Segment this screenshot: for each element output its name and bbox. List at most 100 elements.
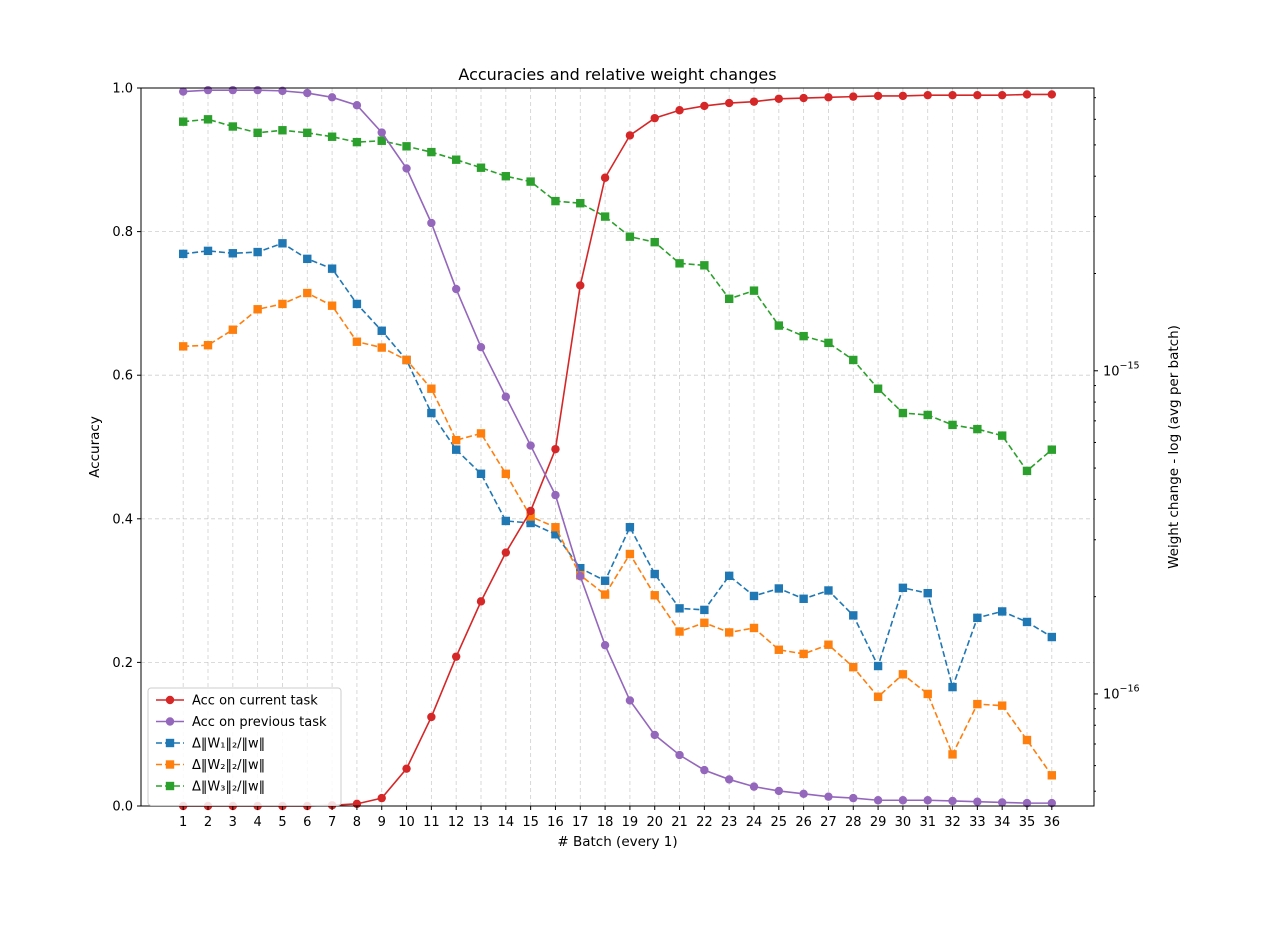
x-tick-label: 17 <box>572 815 589 830</box>
data-point <box>278 86 287 96</box>
x-tick-label: 28 <box>845 815 862 830</box>
data-point <box>1047 632 1057 642</box>
y-tick-label: 0.6 <box>112 369 133 384</box>
legend-item: Δ‖W₂‖₂/‖w‖ <box>156 758 265 773</box>
data-point <box>997 701 1007 710</box>
data-point <box>551 196 560 206</box>
data-point <box>997 90 1007 100</box>
data-point <box>427 384 436 393</box>
data-point <box>973 424 982 434</box>
data-point <box>178 117 188 126</box>
data-point <box>675 259 684 268</box>
x-tick-label: 31 <box>919 815 936 830</box>
data-point <box>923 90 932 100</box>
data-point <box>427 408 436 418</box>
x-tick-label: 14 <box>498 815 515 830</box>
data-point <box>724 294 734 304</box>
data-point <box>1022 735 1032 745</box>
data-point <box>625 549 635 559</box>
legend-label: Acc on previous task <box>192 715 327 730</box>
data-point <box>774 645 784 654</box>
y-axis-label-right: Weight change - log (avg per batch) <box>1166 325 1182 569</box>
data-point <box>873 384 883 393</box>
data-point <box>476 597 486 606</box>
data-point <box>377 128 386 137</box>
data-point <box>476 163 486 172</box>
data-point <box>650 113 659 123</box>
data-point <box>948 420 957 430</box>
data-point <box>352 337 362 346</box>
data-point <box>625 523 635 532</box>
data-point <box>253 85 262 95</box>
data-point <box>873 796 883 805</box>
x-tick-label: 4 <box>254 815 262 830</box>
data-point <box>650 730 659 740</box>
legend-item: Δ‖W₁‖₂/‖w‖ <box>156 737 265 752</box>
data-point <box>774 94 784 103</box>
data-point <box>724 571 734 581</box>
y-tick-label: 1.0 <box>112 82 133 97</box>
data-point <box>178 342 188 351</box>
data-point <box>402 764 411 773</box>
data-point <box>700 605 709 615</box>
data-point <box>1022 90 1032 99</box>
data-point <box>600 590 610 599</box>
data-point <box>576 199 585 208</box>
data-point <box>203 85 213 95</box>
data-point <box>526 177 535 186</box>
data-point <box>501 516 511 526</box>
data-point <box>799 594 808 603</box>
data-point <box>228 122 238 131</box>
legend-marker <box>165 760 175 769</box>
data-point <box>774 321 784 330</box>
legend-label: Δ‖W₂‖₂/‖w‖ <box>192 758 265 773</box>
legend-item: Δ‖W₃‖₂/‖w‖ <box>156 780 265 795</box>
data-point <box>600 576 610 585</box>
data-point <box>675 627 684 636</box>
data-point <box>278 239 287 248</box>
x-tick-label: 16 <box>547 815 564 830</box>
axes: 1 2 3 4 5 6 7 8 9 10 11 12 13 14 15 16 17 18 19 20 21 22 23 24 2… <box>112 82 1139 831</box>
data-point <box>352 101 362 110</box>
data-point <box>402 355 411 365</box>
data-point <box>1047 90 1057 99</box>
legend-label: Δ‖W₃‖₂/‖w‖ <box>192 780 265 795</box>
y-tick-label: 0.8 <box>112 225 133 240</box>
x-tick-label: 18 <box>597 815 614 830</box>
data-point <box>749 782 759 791</box>
data-point <box>923 410 932 420</box>
data-point <box>451 435 461 445</box>
data-point <box>178 87 188 96</box>
data-point <box>551 490 560 500</box>
x-tick-label: 10 <box>398 815 415 830</box>
data-point <box>625 696 635 705</box>
x-tick-label: 2 <box>204 815 212 830</box>
legend-label: Δ‖W₁‖₂/‖w‖ <box>192 737 265 752</box>
data-point <box>253 128 262 138</box>
data-point <box>724 628 734 637</box>
data-point <box>476 342 486 352</box>
data-point <box>551 444 560 454</box>
data-point <box>377 136 386 145</box>
data-point <box>898 91 908 101</box>
grid <box>141 87 1094 807</box>
x-tick-label: 21 <box>671 815 688 830</box>
data-point <box>849 92 858 101</box>
data-point <box>476 469 486 478</box>
data-point <box>1022 466 1032 476</box>
data-point <box>501 392 511 401</box>
data-point <box>576 281 585 290</box>
data-point <box>675 106 684 115</box>
series-line <box>183 292 1053 776</box>
data-point <box>923 689 932 699</box>
x-tick-label: 34 <box>994 815 1011 830</box>
data-point <box>873 91 883 101</box>
data-point <box>427 712 436 722</box>
data-point <box>576 563 585 573</box>
data-point <box>551 523 560 532</box>
data-point <box>625 131 635 140</box>
data-point <box>352 299 362 309</box>
data-point <box>724 98 734 108</box>
data-point <box>576 572 585 581</box>
x-tick-label: 13 <box>473 815 490 830</box>
